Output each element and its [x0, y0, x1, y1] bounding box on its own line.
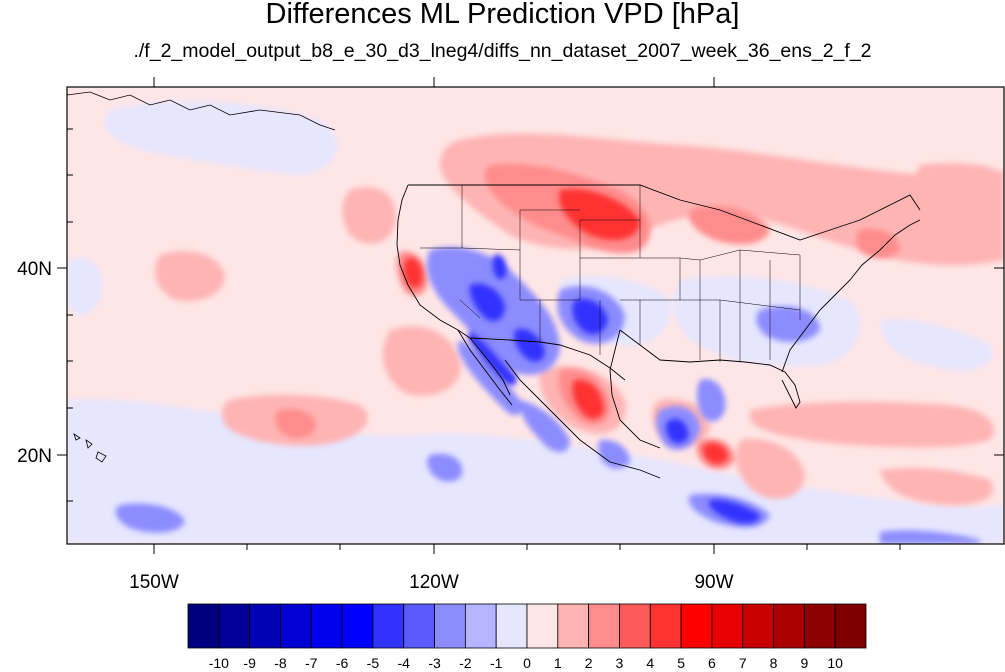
colorbar-label: -3: [428, 655, 441, 671]
colorbar: -10 -9 -8 -7 -6 -5 -4 -3 -2 -1 0 1 2 3 4 5 6 7 8 9 10: [187, 603, 867, 671]
coastlines-and-borders: [396, 184, 921, 479]
colorbar-swatch: [557, 603, 590, 649]
colorbar-label: 9: [800, 655, 808, 671]
colorbar-swatch: [495, 603, 528, 649]
colorbar-swatch: [187, 603, 220, 649]
colorbar-label: -6: [336, 655, 349, 671]
colorbar-label: 1: [554, 655, 562, 671]
colorbar-label: -2: [459, 655, 472, 671]
y-tick-labels: 40N 20N: [17, 259, 52, 467]
plot-title: Differences ML Prediction VPD [hPa]: [265, 0, 740, 30]
colorbar-swatch: [619, 603, 651, 649]
alaska-coast: [67, 91, 336, 131]
colorbar-swatch: [464, 603, 497, 649]
colorbar-swatch: [372, 603, 405, 649]
colorbar-label: 3: [616, 655, 624, 671]
colorbar-label: 8: [770, 655, 778, 671]
colorbar-label: -5: [367, 655, 380, 671]
state-lines: [420, 185, 801, 362]
colorbar-label: 2: [585, 655, 593, 671]
dark-blue-cores: [468, 254, 760, 524]
x-tick-labels: 150W 120W 90W: [129, 572, 733, 593]
colorbar-label: 6: [708, 655, 716, 671]
colorbar-swatch: [834, 603, 867, 649]
colorbar-swatch: [310, 603, 343, 649]
hawaii-islands: [73, 433, 107, 463]
colorbar-swatch: [588, 603, 620, 649]
dark-red-cores: [403, 189, 728, 464]
colorbar-label: -9: [243, 655, 256, 671]
colorbar-swatch: [649, 603, 682, 649]
colorbar-swatch: [711, 603, 744, 649]
x-tick-label: 150W: [129, 572, 179, 593]
colorbar-label: -4: [398, 655, 411, 671]
difference-field: [67, 87, 1004, 544]
colorbar-label: -1: [490, 655, 503, 671]
colorbar-label: -10: [209, 655, 229, 671]
colorbar-label: -7: [305, 655, 318, 671]
colorbar-label: 7: [739, 655, 747, 671]
plot-subtitle: ./f_2_model_output_b8_e_30_d3_lneg4/diff…: [133, 40, 872, 62]
colorbar-swatch: [803, 603, 836, 649]
colorbar-swatch: [742, 603, 774, 649]
y-tick-label: 40N: [17, 259, 52, 280]
colorbar-label: -8: [274, 655, 287, 671]
colorbar-label: 0: [523, 655, 531, 671]
x-tick-label: 120W: [409, 572, 459, 593]
colorbar-label: 10: [827, 655, 843, 671]
colorbar-swatch: [280, 603, 312, 649]
colorbar-label: 5: [677, 655, 685, 671]
colorbar-swatch: [249, 603, 281, 649]
colorbar-swatch: [526, 603, 559, 649]
colorbar-swatch: [218, 603, 251, 649]
colorbar-swatch: [403, 603, 435, 649]
axis-ticks: [57, 77, 1004, 554]
y-tick-label: 20N: [17, 446, 52, 467]
colorbar-label: 4: [646, 655, 654, 671]
colorbar-swatch: [680, 603, 713, 649]
colorbar-swatch: [434, 603, 466, 649]
x-tick-label: 90W: [694, 572, 733, 593]
colorbar-swatch: [773, 603, 805, 649]
colorbar-swatch: [341, 603, 374, 649]
